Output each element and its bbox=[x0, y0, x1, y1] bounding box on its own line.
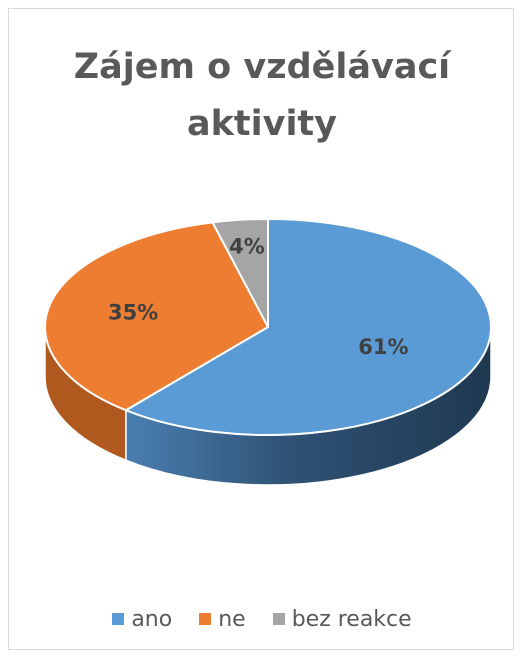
data-label-ano: 61% bbox=[358, 335, 408, 359]
chart-title-line-2: aktivity bbox=[187, 104, 337, 144]
data-label-ne: 35% bbox=[108, 300, 158, 324]
data-label-bez-reakce: 4% bbox=[229, 235, 265, 259]
chart-title: Zájem o vzdělávací aktivity bbox=[9, 39, 515, 153]
chart-title-line-1: Zájem o vzdělávací bbox=[73, 47, 451, 87]
pie-slice-ne bbox=[44, 221, 269, 412]
pie-chart: 61% 35% 4% bbox=[44, 218, 492, 486]
legend-item-bez-reakce: bez reakce bbox=[272, 607, 412, 632]
pie-data-labels: 61% 35% 4% bbox=[108, 235, 409, 360]
legend-swatch-ano bbox=[112, 613, 125, 625]
legend-label-ne: ne bbox=[218, 607, 246, 632]
legend: ano ne bez reakce bbox=[9, 607, 515, 632]
legend-swatch-bez-reakce bbox=[272, 613, 285, 625]
chart-area: Zájem o vzdělávací aktivity 61% 35% 4% a… bbox=[8, 8, 514, 650]
legend-swatch-ne bbox=[199, 613, 212, 625]
legend-item-ne: ne bbox=[199, 607, 246, 632]
legend-label-bez-reakce: bez reakce bbox=[291, 607, 412, 632]
pie-slice-bez-reakce bbox=[211, 218, 269, 328]
legend-item-ano: ano bbox=[112, 607, 172, 632]
pie-slice-ano bbox=[124, 218, 492, 436]
legend-label-ano: ano bbox=[131, 607, 173, 632]
pie-slices bbox=[44, 218, 492, 436]
